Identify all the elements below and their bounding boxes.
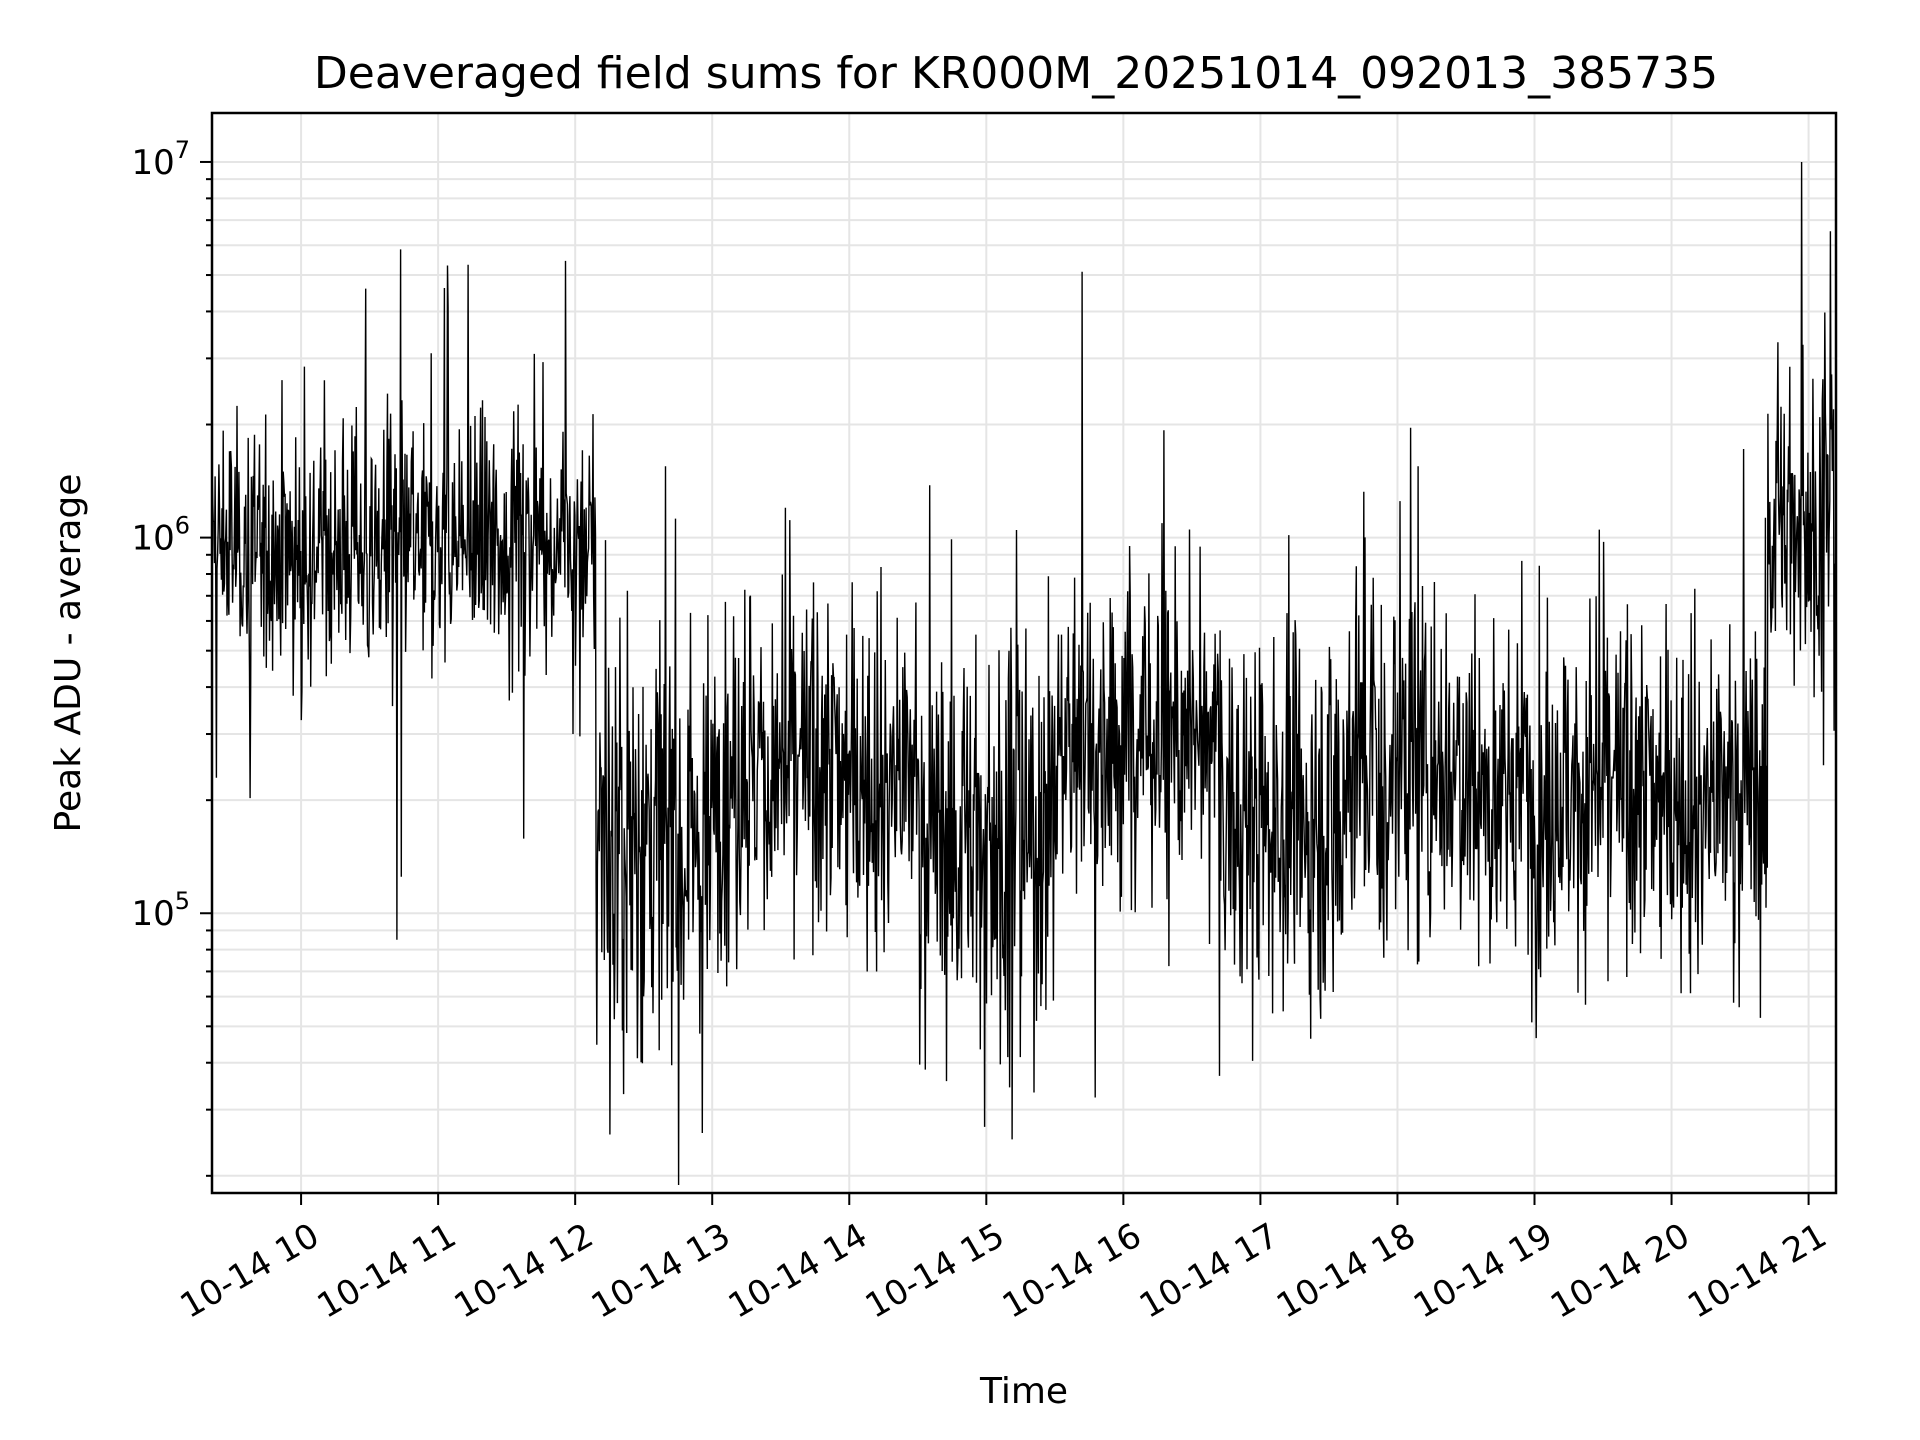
y-tick-exponent: 5 [175,887,190,915]
x-tick-label: 10-14 16 [996,1216,1148,1327]
chart-title: Deaveraged field sums for KR000M_2025101… [314,48,1718,99]
y-tick-exponent: 6 [175,512,190,540]
x-tick-label: 10-14 11 [311,1216,463,1327]
y-tick-label: 107 [131,136,190,183]
x-tick-label: 10-14 15 [859,1216,1011,1327]
y-tick-label: 105 [131,887,190,934]
x-tick-label: 10-14 12 [448,1216,600,1327]
y-tick-base: 10 [131,519,174,559]
x-tick-label: 10-14 19 [1407,1216,1559,1327]
x-tick-label: 10-14 13 [585,1216,737,1327]
y-tick-base: 10 [131,894,174,934]
x-tick-label: 10-14 18 [1270,1216,1422,1327]
x-tick-label: 10-14 21 [1681,1216,1833,1327]
y-axis-label: Peak ADU - average [48,474,89,833]
y-tick-base: 10 [131,143,174,183]
x-tick-label: 10-14 14 [722,1216,874,1327]
axis-ticks [200,160,1810,1205]
x-tick-label: 10-14 17 [1133,1216,1285,1327]
x-axis-label: Time [979,1371,1068,1412]
y-tick-exponent: 7 [175,136,190,164]
y-tick-label: 106 [131,512,190,559]
x-tick-label: 10-14 10 [174,1216,326,1327]
x-tick-label: 10-14 20 [1544,1216,1696,1327]
plot-frame [210,111,1838,1195]
gridlines [212,113,1836,1193]
series-line [211,161,1837,1186]
